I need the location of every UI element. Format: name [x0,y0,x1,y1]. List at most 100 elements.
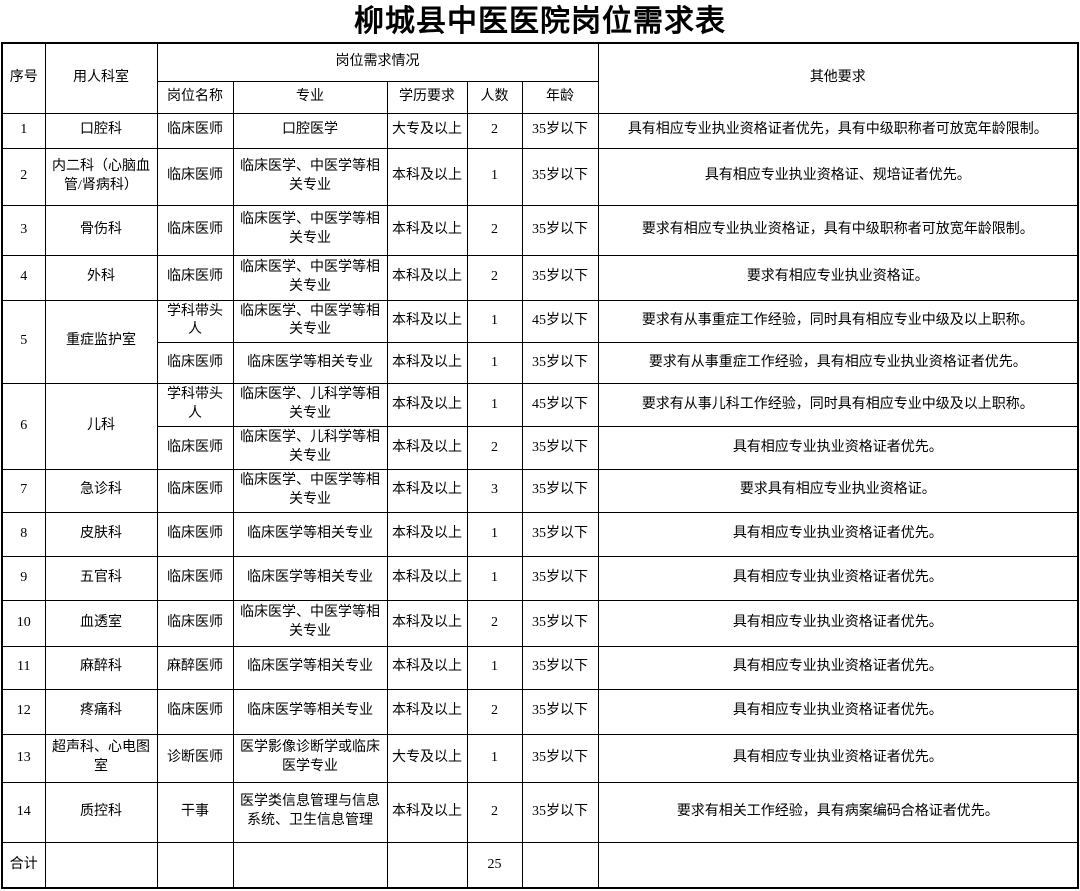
cell-position: 临床医师 [156,254,234,301]
cell-count: 2 [466,112,523,149]
page-title: 柳城县中医医院岗位需求表 [354,5,726,38]
job-demand-table: 序号 用人科室 岗位需求情况 其他要求 岗位名称 专业 学历要求 人数 年龄 1… [1,42,1080,890]
table-row: 8 皮肤科 临床医师 临床医学等相关专业 本科及以上 1 35岁以下 具有相应专… [1,511,1079,557]
cell-age-empty [521,841,599,889]
cell-no: 7 [1,468,46,513]
cell-other: 要求有相应专业执业资格证。 [597,254,1079,301]
cell-department: 骨伤科 [44,204,158,256]
cell-department: 疼痛科 [44,688,158,735]
cell-position: 临床医师 [156,688,234,735]
cell-education-empty [386,841,468,889]
table-row: 5 重症监护室 学科带头人 临床医学、中医学等相关专业 本科及以上 1 45岁以… [1,299,1079,385]
cell-education: 本科及以上 [386,599,468,647]
cell-age: 35岁以下 [521,426,599,470]
cell-other: 具有相应专业执业资格证者优先。 [597,688,1079,735]
cell-no: 2 [1,147,46,206]
cell-count: 2 [466,599,523,647]
cell-count: 1 [466,555,523,601]
cell-position: 学科带头人 [156,299,234,344]
cell-other: 具有相应专业执业资格证者优先。 [597,645,1079,690]
total-label: 合计 [1,841,46,889]
header-position: 岗位名称 [156,80,234,114]
header-department: 用人科室 [44,42,158,114]
header-major: 专业 [232,80,388,114]
cell-count: 1 [466,299,523,344]
cell-age: 35岁以下 [521,112,599,149]
header-row-top: 序号 用人科室 岗位需求情况 其他要求 [1,42,1079,114]
cell-major: 医学影像诊断学或临床医学专业 [232,733,388,783]
cell-count: 1 [466,147,523,206]
cell-department: 外科 [44,254,158,301]
cell-age: 35岁以下 [521,733,599,783]
cell-age: 35岁以下 [521,147,599,206]
cell-age: 35岁以下 [521,254,599,301]
cell-major: 临床医学、中医学等相关专业 [232,254,388,301]
cell-major: 临床医学、中医学等相关专业 [232,147,388,206]
table-row: 2 内二科（心脑血管/肾病科） 临床医师 临床医学、中医学等相关专业 本科及以上… [1,147,1079,206]
cell-no: 12 [1,688,46,735]
cell-count: 2 [466,426,523,470]
cell-position: 临床医师 [156,555,234,601]
cell-major: 临床医学、中医学等相关专业 [232,599,388,647]
table-row: 3 骨伤科 临床医师 临床医学、中医学等相关专业 本科及以上 2 35岁以下 要… [1,204,1079,256]
cell-other: 要求有从事重症工作经验，具有相应专业执业资格证者优先。 [597,342,1079,385]
cell-no: 13 [1,733,46,783]
cell-no: 8 [1,511,46,557]
table-row: 7 急诊科 临床医师 临床医学、中医学等相关专业 本科及以上 3 35岁以下 要… [1,468,1079,513]
table-row: 10 血透室 临床医师 临床医学、中医学等相关专业 本科及以上 2 35岁以下 … [1,599,1079,647]
cell-education: 本科及以上 [386,688,468,735]
table-row: 9 五官科 临床医师 临床医学等相关专业 本科及以上 1 35岁以下 具有相应专… [1,555,1079,601]
cell-other-empty [597,841,1079,889]
cell-major: 临床医学、中医学等相关专业 [232,299,388,344]
cell-count: 1 [466,733,523,783]
cell-education: 本科及以上 [386,781,468,843]
cell-age: 35岁以下 [521,555,599,601]
cell-education: 本科及以上 [386,511,468,557]
cell-no: 1 [1,112,46,149]
cell-education: 大专及以上 [386,733,468,783]
cell-count: 1 [466,511,523,557]
cell-other: 具有相应专业执业资格证者优先，具有中级职称者可放宽年龄限制。 [597,112,1079,149]
cell-position: 学科带头人 [156,383,234,428]
table-row: 临床医师 临床医学、儿科学等相关专业 本科及以上 2 35岁以下 具有相应专业执… [2,426,1079,470]
cell-department: 内二科（心脑血管/肾病科） [44,147,158,206]
cell-age: 35岁以下 [521,688,599,735]
cell-position: 诊断医师 [156,733,234,783]
table-row: 临床医师 临床医学等相关专业 本科及以上 1 35岁以下 要求有从事重症工作经验… [2,342,1079,385]
cell-count: 1 [466,342,523,385]
cell-department: 重症监护室 [44,299,158,385]
cell-department: 皮肤科 [44,511,158,557]
cell-no: 10 [1,599,46,647]
cell-other: 要求有相关工作经验，具有病案编码合格证者优先。 [597,781,1079,843]
cell-education: 本科及以上 [386,147,468,206]
cell-department: 超声科、心电图室 [44,733,158,783]
cell-department: 麻醉科 [44,645,158,690]
table-row: 6 儿科 学科带头人 临床医学、儿科学等相关专业 本科及以上 1 45岁以下 要… [1,383,1079,470]
cell-department: 质控科 [44,781,158,843]
cell-no: 6 [1,383,46,470]
table-row: 12 疼痛科 临床医师 临床医学等相关专业 本科及以上 2 35岁以下 具有相应… [1,688,1079,735]
cell-no: 9 [1,555,46,601]
cell-count: 3 [466,468,523,513]
cell-age: 35岁以下 [521,781,599,843]
cell-education: 本科及以上 [386,555,468,601]
cell-major-empty [232,841,388,889]
header-demand-group: 岗位需求情况 [156,42,599,82]
cell-education: 本科及以上 [386,342,468,385]
header-education: 学历要求 [386,80,468,114]
cell-education: 本科及以上 [386,383,468,428]
cell-other: 具有相应专业执业资格证者优先。 [597,733,1079,783]
cell-major: 临床医学等相关专业 [232,688,388,735]
total-count: 25 [466,841,523,889]
cell-count: 2 [466,254,523,301]
table-row: 1 口腔科 临床医师 口腔医学 大专及以上 2 35岁以下 具有相应专业执业资格… [1,112,1079,149]
cell-other: 具有相应专业执业资格证者优先。 [597,555,1079,601]
cell-count: 1 [466,383,523,428]
cell-department: 口腔科 [44,112,158,149]
total-row: 合计 25 [1,841,1079,889]
cell-major: 临床医学、儿科学等相关专业 [232,426,388,470]
cell-position: 临床医师 [156,426,234,470]
cell-position: 临床医师 [156,204,234,256]
cell-education: 本科及以上 [386,299,468,344]
cell-position: 临床医师 [156,511,234,557]
